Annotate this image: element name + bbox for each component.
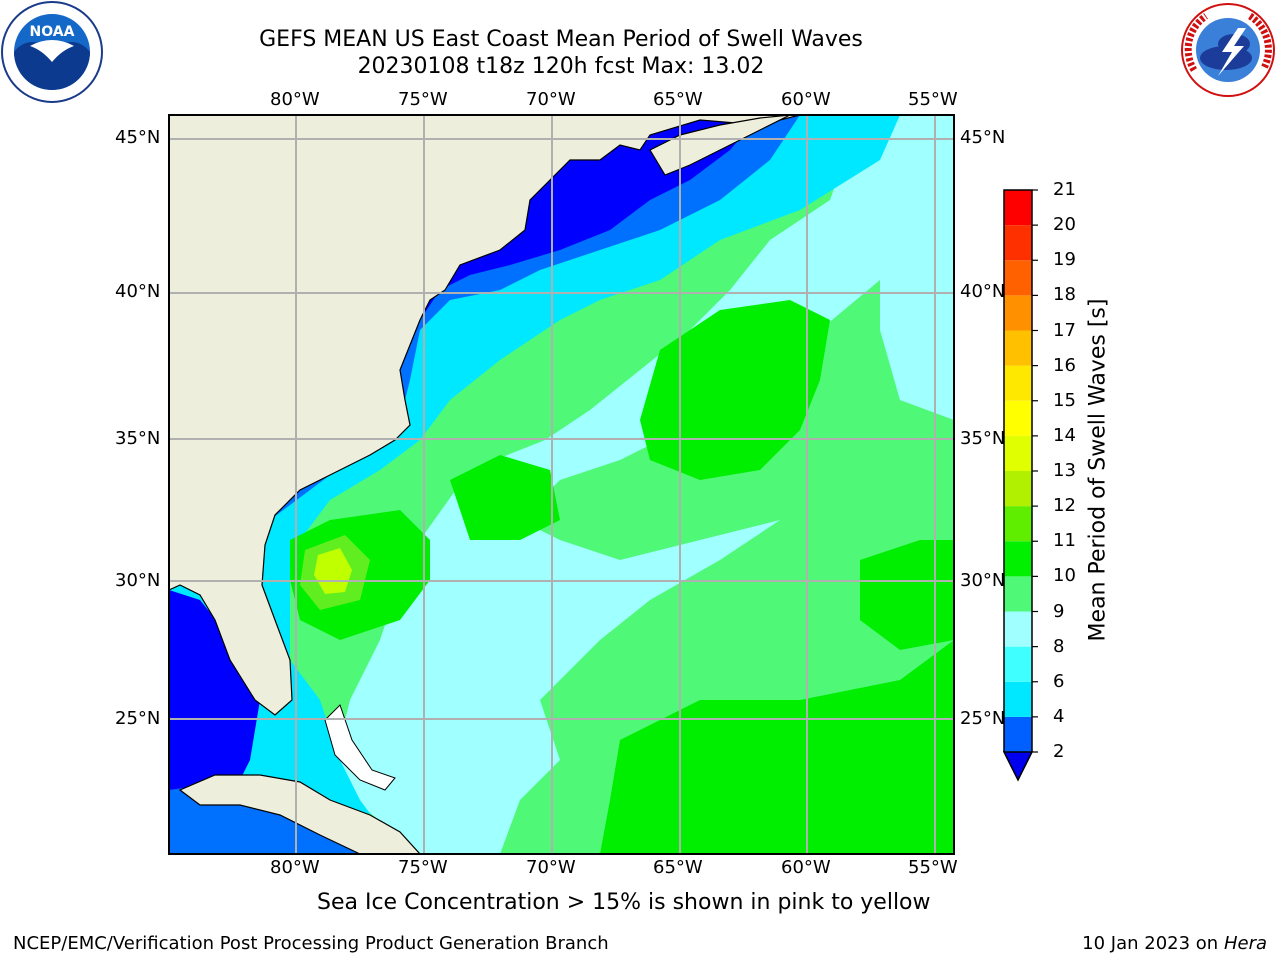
colorbar-swatch [1004,225,1032,261]
colorbar-swatch [1004,541,1032,577]
lat-label-right: 30°N [960,570,1006,591]
lon-label-top: 65°W [653,89,703,110]
lat-label-left: 35°N [115,428,161,449]
colorbar-tick-label: 15 [1053,389,1076,411]
lat-label-right: 40°N [960,281,1006,302]
lon-label-top: 70°W [526,89,576,110]
colorbar-tick-label: 17 [1053,319,1076,341]
lon-label-bottom: 60°W [781,857,831,878]
contour-10-11-mid [450,455,560,540]
colorbar-swatch [1004,435,1032,471]
nws-logo-icon [1181,3,1275,97]
colorbar-swatch [1004,576,1032,612]
colorbar-tick-label: 12 [1053,495,1076,517]
lon-label-bottom: 80°W [270,857,320,878]
footer-credit: NCEP/EMC/Verification Post Processing Pr… [13,933,609,954]
lat-label-right: 45°N [960,127,1006,148]
noaa-logo-icon: NOAA [1,1,103,103]
colorbar-tick-label: 8 [1053,635,1065,657]
lon-label-bottom: 55°W [908,857,958,878]
lon-label-bottom: 75°W [398,857,448,878]
colorbar-tick-label: 21 [1053,179,1076,200]
colorbar-swatch [1004,681,1032,717]
colorbar-tick-label: 2 [1053,741,1065,762]
lat-label-right: 35°N [960,428,1006,449]
colorbar-swatch [1004,295,1032,331]
land-north-america [169,115,801,716]
noaa-logo-text: NOAA [30,24,75,40]
land-cuba [178,774,421,854]
noaa-logo: NOAA [0,0,104,104]
footer-date-text: 10 Jan 2023 on [1082,933,1224,954]
graticule [169,115,954,854]
colorbar-swatch [1004,260,1032,296]
colorbar-tick-label: 10 [1053,565,1076,587]
colorbar-tick-label: 6 [1053,670,1065,692]
lon-label-top: 80°W [270,89,320,110]
bahamas-islands [324,704,396,791]
contour-12-13 [314,548,352,594]
colorbar-title: Mean Period of Swell Waves [s] [1085,298,1111,642]
colorbar-tick-label: 9 [1053,600,1065,622]
lat-label-left: 45°N [115,127,161,148]
contour-10-11-east [860,540,954,650]
contour-10-11-north [640,300,830,480]
swell-field [169,115,954,854]
contour-8-9 [330,115,954,854]
nws-logo [1176,0,1280,104]
colorbar-swatch [1004,611,1032,647]
colorbar-tick-label: 13 [1053,460,1076,481]
map-frame [168,114,955,855]
land-nova-scotia [649,115,791,176]
colorbar-extend-arrow [1002,751,1034,782]
lon-label-top: 60°W [781,89,831,110]
colorbar-tick-label: 19 [1053,249,1076,271]
colorbar [1002,189,1038,782]
lat-label-right: 25°N [960,708,1006,729]
colorbar-swatch [1004,365,1032,401]
colorbar-swatch [1004,646,1032,682]
lon-label-top: 55°W [908,89,958,110]
colorbar-swatch [1004,400,1032,436]
footer-machine: Hera [1223,933,1267,954]
lat-label-left: 40°N [115,281,161,302]
colorbar-tick-label: 18 [1053,284,1076,306]
lat-label-left: 25°N [115,708,161,729]
map-title: GEFS MEAN US East Coast Mean Period of S… [259,27,863,52]
sea-ice-caption: Sea Ice Concentration > 15% is shown in … [317,890,931,915]
lon-label-top: 75°W [398,89,448,110]
colorbar-swatch [1004,471,1032,507]
colorbar-tick-label: 16 [1053,354,1076,376]
contour-10-11-southeast [600,640,954,854]
colorbar-swatch [1004,716,1032,752]
colorbar-tick-label: 20 [1053,214,1076,236]
footer-date: 10 Jan 2023 on Hera [1082,933,1267,954]
colorbar-swatch [1004,190,1032,226]
colorbar-swatch [1004,330,1032,366]
map-subtitle: 20230108 t18z 120h fcst Max: 13.02 [357,54,765,79]
colorbar-tick-label: 11 [1053,530,1076,552]
lat-label-left: 30°N [115,570,161,591]
colorbar-tick-label: 14 [1053,424,1076,446]
lon-label-bottom: 65°W [653,857,703,878]
lon-label-bottom: 70°W [526,857,576,878]
colorbar-tick-label: 4 [1053,705,1065,727]
colorbar-swatch [1004,506,1032,542]
